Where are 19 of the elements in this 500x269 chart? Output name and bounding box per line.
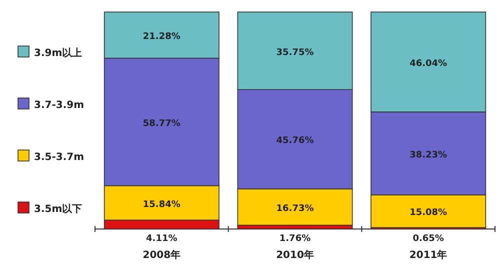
data-label: 0.65% (412, 234, 444, 244)
legend-label: 3.5m以下 (34, 203, 82, 215)
data-label: 46.04% (410, 58, 448, 69)
data-label: 1.76% (279, 234, 311, 244)
x-tick-label: 2010年 (276, 249, 314, 261)
data-label: 38.23% (410, 150, 448, 160)
legend-label: 3.5-3.7m (34, 152, 84, 163)
data-label: 35.75% (276, 48, 314, 58)
data-label: 16.73% (276, 204, 314, 214)
legend-label: 3.9m以上 (34, 47, 82, 59)
data-label: 45.76% (276, 136, 314, 146)
data-label: 21.28% (142, 32, 180, 42)
x-tick-label: 2011年 (409, 249, 448, 261)
data-label: 58.77% (142, 118, 180, 129)
x-tick-label: 2008年 (142, 249, 181, 261)
data-label: 15.08% (410, 208, 448, 218)
legend-label: 3.7-3.9m (34, 100, 84, 111)
data-label: 15.84% (142, 200, 180, 210)
data-label: 4.11% (146, 234, 178, 244)
